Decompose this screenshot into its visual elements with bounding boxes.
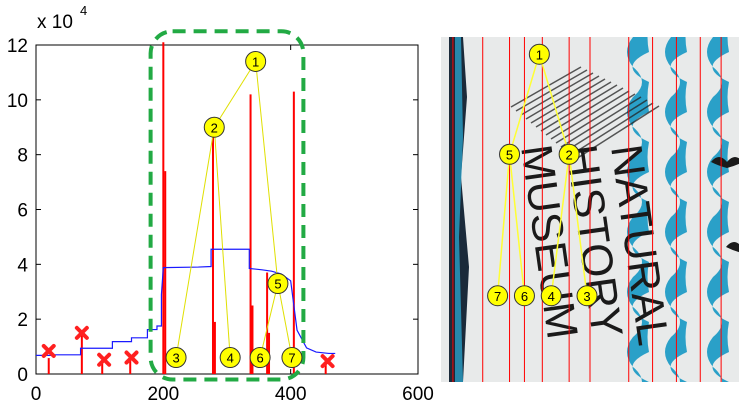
tree-edge — [277, 283, 293, 358]
photo-node-label: 5 — [506, 147, 513, 162]
x-tick-label: 0 — [31, 384, 42, 405]
photo-node-circle — [513, 285, 535, 307]
photo-node-label: 2 — [566, 147, 573, 162]
tree-node-circle — [219, 347, 241, 369]
marker-stroke — [124, 350, 139, 365]
tree-edge — [213, 127, 231, 358]
plot-frame — [35, 44, 419, 375]
tree-edge — [259, 283, 279, 358]
tree-node-label: 7 — [288, 351, 295, 366]
photo-tree-node-5: 5 — [499, 143, 521, 165]
y-tick-label: 6 — [17, 201, 28, 222]
bird-shape — [726, 242, 739, 253]
photo-node-label: 1 — [536, 47, 543, 62]
photo-node-label: 3 — [583, 289, 590, 304]
photo-tree-node-7: 7 — [487, 285, 509, 307]
tree-node-2: 2 — [203, 116, 225, 138]
x-tick-label: 400 — [275, 384, 307, 405]
feather-stroke — [570, 102, 654, 156]
rejected-marker — [41, 343, 56, 358]
tree-node-label: 1 — [252, 54, 259, 69]
rejected-marker — [97, 352, 112, 367]
photo-node-circle — [499, 143, 521, 165]
feather-stroke — [515, 69, 588, 112]
tree-node-label: 5 — [274, 277, 281, 292]
blue-wave-stripe — [707, 37, 729, 382]
feather-stroke — [565, 99, 648, 152]
photo-node-circle — [540, 285, 562, 307]
photo-tree-node-4: 4 — [540, 285, 562, 307]
photo-node-circle — [558, 143, 580, 165]
x-tick-label: 200 — [147, 384, 179, 405]
tree-edge — [213, 61, 257, 128]
tree-edge — [175, 127, 215, 358]
blue-wave-stripe — [665, 37, 687, 382]
feather-stroke — [520, 72, 594, 116]
rejected-marker — [124, 350, 139, 365]
rejected-marker — [74, 325, 89, 340]
feather-stroke — [560, 96, 642, 148]
photo-tree-node-1: 1 — [528, 43, 550, 65]
photo-node-circle — [576, 285, 598, 307]
feather-stroke — [535, 81, 612, 128]
tree-node-circle — [267, 273, 289, 295]
tree-edge — [255, 61, 279, 284]
tree-node-6: 6 — [249, 347, 271, 369]
tree-node-label: 3 — [172, 351, 179, 366]
selection-box — [148, 29, 306, 382]
step-profile-line — [36, 248, 336, 356]
tree-node-circle — [165, 347, 187, 369]
photo-tree-edge — [496, 154, 511, 296]
tree-node-circle — [203, 116, 225, 138]
tree-node-label: 6 — [256, 351, 263, 366]
photo-tree-node-3: 3 — [576, 285, 598, 307]
photo-tree-edge — [538, 54, 570, 155]
feather-stroke — [530, 78, 606, 124]
photo-node-label: 7 — [494, 289, 501, 304]
exponent-label: x 10 — [37, 12, 73, 33]
y-tick-label: 8 — [17, 146, 28, 167]
photo-node-circle — [528, 43, 550, 65]
photo-tree-edge — [508, 154, 526, 296]
rejected-marker — [320, 354, 335, 369]
marker-stroke — [74, 325, 89, 340]
photo-node-circle — [487, 285, 509, 307]
feather-stroke — [525, 75, 600, 120]
y-tick-label: 2 — [17, 310, 28, 331]
tree-node-label: 4 — [227, 351, 234, 366]
photo-tree-node-6: 6 — [513, 285, 535, 307]
tree-node-7: 7 — [281, 347, 303, 369]
marker-stroke — [41, 343, 56, 358]
photo-node-label: 4 — [548, 289, 555, 304]
photo-node-label: 6 — [521, 289, 528, 304]
feather-stroke — [540, 84, 618, 132]
bird-shape — [711, 157, 739, 168]
photo-tree-edge — [568, 154, 588, 296]
tree-node-3: 3 — [165, 347, 187, 369]
tree-node-circle — [249, 347, 271, 369]
tree-node-5: 5 — [267, 273, 289, 295]
blue-edge — [455, 37, 463, 382]
photo-tree-edge — [550, 154, 570, 296]
photo-tree-node-2: 2 — [558, 143, 580, 165]
y-tick-label: 4 — [17, 255, 28, 276]
y-tick-label: 10 — [7, 91, 28, 112]
tree-node-4: 4 — [219, 347, 241, 369]
photo-tree-edge — [508, 54, 541, 155]
x-tick-label: 600 — [402, 384, 434, 405]
feather-stroke — [545, 87, 624, 136]
exponent-power: 4 — [80, 3, 87, 18]
y-tick-label: 12 — [7, 36, 28, 57]
marker-stroke — [97, 352, 112, 367]
tree-node-label: 2 — [211, 120, 218, 135]
tree-node-circle — [245, 50, 267, 72]
y-tick-label: 0 — [17, 365, 28, 386]
marker-stroke — [320, 354, 335, 369]
tree-node-circle — [281, 347, 303, 369]
tree-node-1: 1 — [245, 50, 267, 72]
